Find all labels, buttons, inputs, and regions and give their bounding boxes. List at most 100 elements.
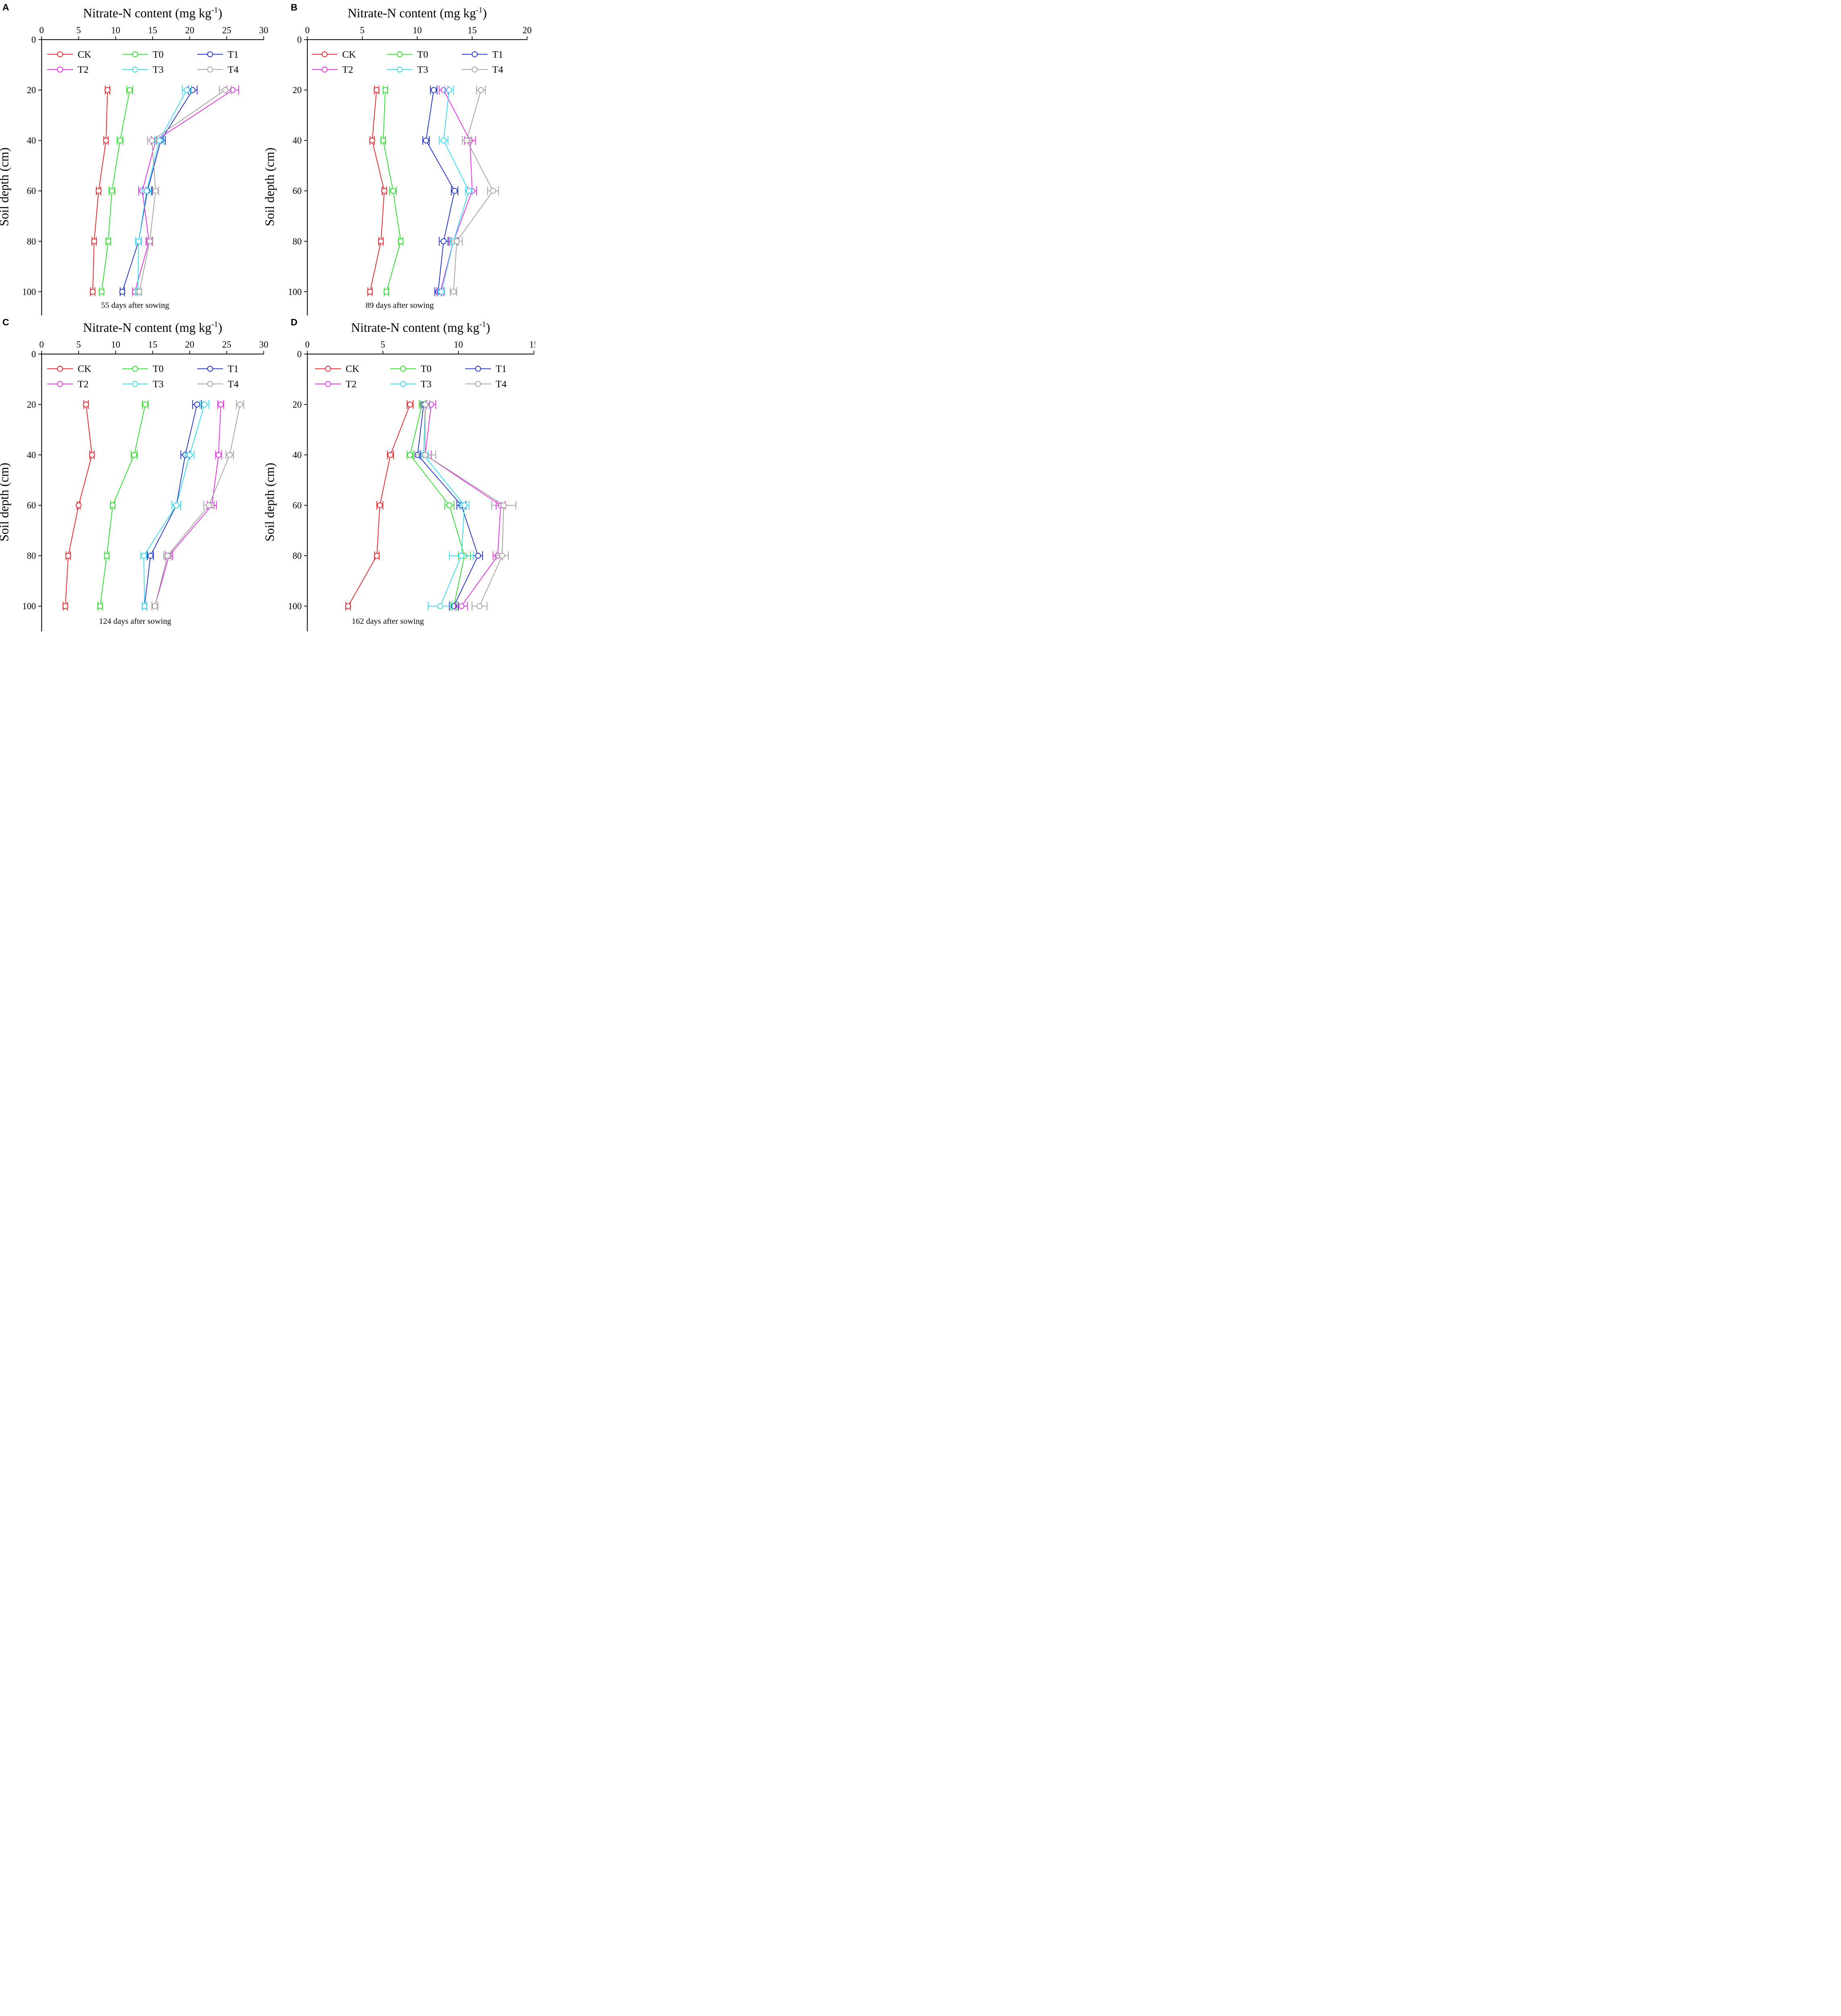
x-tick-label: 10 — [454, 339, 463, 350]
x-tick-label: 15 — [148, 339, 157, 350]
data-point — [105, 238, 111, 244]
data-point — [117, 137, 123, 144]
data-point — [206, 502, 212, 508]
panel-d: D 0 5 10 15 0 20 40 60 80 100 Nitrate-N content (mg… — [263, 317, 535, 631]
y-tick-label: 80 — [293, 236, 302, 246]
data-point — [104, 553, 110, 559]
data-point — [499, 553, 505, 559]
data-point — [97, 603, 103, 609]
data-point — [152, 188, 159, 194]
legend-item-t0: T0 — [122, 364, 164, 375]
series-t0 — [98, 85, 133, 296]
legend-item-t0: T0 — [387, 49, 428, 60]
series-t0 — [380, 85, 404, 296]
y-axis-title: Soil depth (cm) — [263, 463, 277, 541]
x-tick-label: 20 — [185, 339, 194, 350]
data-point — [407, 452, 413, 458]
data-point — [446, 87, 452, 93]
x-axis-title-sup: -1 — [211, 6, 218, 15]
y-tick-label: 0 — [297, 35, 302, 45]
legend-swatch-marker — [322, 51, 328, 57]
series-line — [410, 404, 465, 606]
legend-item-t2: T2 — [47, 65, 89, 75]
legend-swatch-marker — [397, 51, 403, 57]
panel-caption: 124 days after sowing — [99, 617, 171, 626]
data-point — [164, 553, 171, 559]
data-point — [187, 452, 193, 458]
panel-caption: 55 days after sowing — [101, 301, 169, 310]
series-t3 — [135, 85, 192, 296]
legend-item-t0: T0 — [390, 364, 432, 375]
legend-swatch-marker — [207, 51, 213, 57]
data-point — [464, 137, 470, 144]
data-point — [441, 238, 447, 244]
legend-swatch-marker — [132, 381, 138, 387]
legend-label: T0 — [417, 49, 428, 60]
y-axis-title: Soil depth (cm) — [0, 148, 11, 226]
data-point — [65, 553, 71, 559]
legend-label: T2 — [78, 65, 89, 75]
series-ck — [367, 85, 387, 296]
x-tick-label: 0 — [305, 25, 310, 35]
legend-label: CK — [78, 364, 92, 375]
data-point — [431, 87, 437, 93]
data-point — [98, 289, 105, 295]
data-point — [222, 87, 229, 93]
legend-label: T4 — [228, 65, 239, 75]
data-point — [466, 188, 472, 194]
data-point — [458, 603, 464, 609]
data-point — [438, 289, 445, 295]
data-point — [156, 137, 162, 144]
legend: CK T0 T1 T2 T3 T4 — [315, 364, 507, 389]
legend-item-t2: T2 — [315, 379, 356, 389]
legend-item-t3: T3 — [390, 379, 432, 389]
data-point — [437, 603, 443, 609]
x-axis-title-sup: -1 — [479, 320, 486, 329]
data-point — [194, 401, 200, 408]
legend-label: T2 — [345, 379, 356, 389]
x-axis-title-main: Nitrate-N content (mg kg — [83, 6, 211, 20]
legend: CK T0 T1 T2 T3 T4 — [312, 49, 503, 75]
y-tick-label: 40 — [27, 450, 36, 460]
x-axis-title: Nitrate-N content (mg kg-1) — [347, 6, 487, 20]
data-point — [369, 137, 375, 144]
series-line — [100, 404, 146, 606]
x-tick-label: 15 — [148, 25, 157, 35]
x-axis-title-close: ) — [483, 6, 487, 20]
data-point — [461, 502, 468, 508]
panel-b: B 0 5 10 15 20 0 20 40 60 80 100 Nitrate-N content (… — [263, 2, 532, 316]
legend-label: T3 — [153, 379, 164, 389]
panel-c: C 0 5 10 15 20 25 30 0 20 40 60 80 100 Nitrate-N conte… — [0, 317, 268, 631]
y-tick-label: 40 — [293, 450, 302, 460]
x-tick-label: 20 — [522, 25, 532, 35]
data-point — [119, 289, 125, 295]
data-point — [89, 289, 96, 295]
series-ck — [62, 400, 95, 611]
series-t3 — [140, 400, 210, 611]
legend-label: T1 — [492, 49, 503, 60]
panel-label: B — [291, 2, 297, 12]
x-axis-title-main: Nitrate-N content (mg kg — [347, 6, 476, 20]
legend-swatch-marker — [475, 366, 481, 372]
data-point — [390, 188, 396, 194]
y-tick-label: 80 — [27, 551, 36, 561]
data-point — [96, 188, 102, 194]
y-tick-label: 60 — [293, 500, 302, 510]
legend-swatch-marker — [325, 366, 331, 372]
x-axis-title: Nitrate-N content (mg kg-1) — [351, 320, 490, 335]
series-line — [144, 404, 198, 606]
legend: CK T0 T1 T2 T3 T4 — [47, 49, 239, 75]
data-point — [381, 188, 387, 194]
data-point — [397, 238, 404, 244]
data-point — [407, 401, 413, 408]
x-tick-label: 5 — [76, 25, 81, 35]
y-tick-label: 60 — [293, 186, 302, 196]
x-axis-title-main: Nitrate-N content (mg kg — [83, 321, 211, 335]
x-tick-label: 25 — [222, 339, 231, 350]
data-point — [147, 553, 154, 559]
y-tick-label: 0 — [297, 349, 302, 359]
legend-label: T4 — [492, 65, 503, 75]
data-point — [110, 502, 116, 508]
legend-label: T3 — [420, 379, 431, 389]
